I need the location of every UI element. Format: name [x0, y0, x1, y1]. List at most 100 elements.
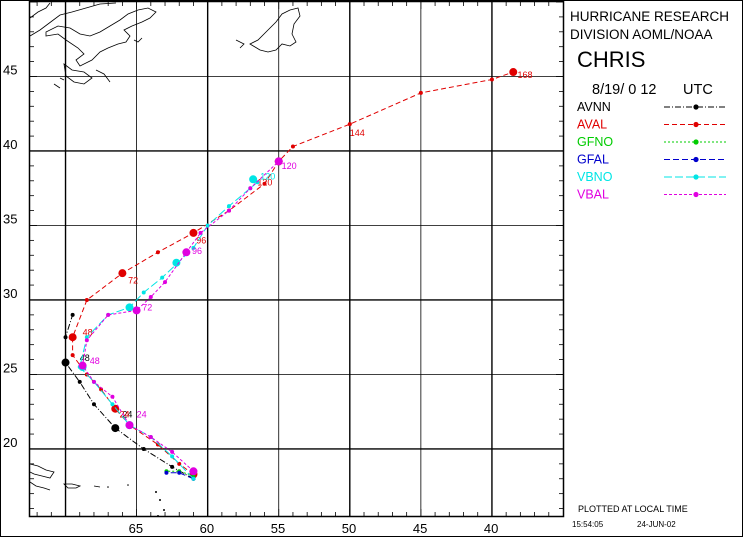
track-point: [262, 181, 267, 186]
track-point: [84, 338, 89, 343]
track-point: [110, 394, 115, 399]
track-point: [248, 186, 253, 191]
track-position-marker: [189, 228, 198, 237]
track-position-marker: [111, 424, 120, 433]
forecast-hour-label: 72: [142, 302, 152, 312]
forecast-hour-label: 72: [128, 276, 138, 286]
track-vbal: 24 48 72 96 120: [78, 157, 297, 476]
legend-marker: [693, 156, 699, 163]
forecast-hour-label: 144: [350, 128, 365, 138]
forecast-hour-label: 48: [80, 353, 90, 363]
track-position-marker: [118, 269, 127, 278]
legend-marker: [693, 174, 699, 180]
track-position-marker: [249, 175, 258, 184]
track-point: [155, 250, 160, 255]
track-point: [163, 280, 168, 285]
forecast-hour-label: 24: [137, 410, 147, 420]
legend-entry-vbno: VBNO: [577, 170, 726, 184]
legend: AVNN AVAL GFNO GFAL VBNO VBAL: [577, 100, 726, 202]
track-point: [191, 245, 196, 250]
forecast-hour-label: 48: [90, 356, 100, 366]
org-line-1: HURRICANE RESEARCH: [570, 9, 729, 24]
forecast-hour-label: 48: [83, 328, 93, 338]
track-point: [77, 379, 82, 384]
track-position-marker: [274, 157, 283, 166]
track-point: [84, 335, 89, 340]
track-position-marker: [125, 303, 134, 312]
legend-marker: [693, 139, 699, 145]
track-point: [170, 454, 175, 459]
track-position-marker: [509, 68, 518, 77]
track-point: [160, 275, 165, 280]
legend-marker: [693, 191, 699, 198]
plot-note: PLOTTED AT LOCAL TIME: [578, 504, 688, 514]
track-point: [63, 335, 68, 340]
track-point: [70, 353, 75, 358]
track-line: [82, 161, 280, 472]
forecast-hour-label: 120: [257, 177, 272, 187]
track-point: [106, 312, 111, 317]
track-point: [489, 77, 494, 82]
track-point: [418, 90, 423, 95]
lon-tick-label: 45: [413, 521, 427, 536]
track-position-marker: [172, 258, 181, 267]
plot-date: 24-JUN-02: [637, 520, 676, 529]
plot-time: 15:54:05: [572, 520, 604, 529]
track-position-marker: [189, 467, 198, 476]
track-point: [91, 379, 96, 384]
track-point: [91, 402, 96, 407]
track-position-marker: [61, 358, 70, 367]
track-point: [170, 449, 175, 454]
forecast-hour-label: 168: [518, 70, 533, 80]
track-point: [170, 464, 175, 469]
legend-label: GFNO: [577, 135, 613, 149]
track-position-marker: [182, 248, 191, 257]
legend-entry-avnn: AVNN: [577, 100, 726, 114]
track-position-marker: [78, 361, 87, 370]
forecast-hour-label: 24: [120, 410, 130, 420]
legend-entry-gfno: GFNO: [577, 135, 726, 149]
forecast-hour-label: 120: [260, 171, 275, 181]
legend-marker: [693, 104, 699, 110]
legend-label: AVNN: [577, 100, 611, 114]
track-point: [164, 470, 169, 475]
org-line-2: DIVISION AOML/NOAA: [570, 27, 713, 42]
track-line: [166, 472, 194, 480]
lon-tick-label: 50: [342, 521, 356, 536]
axis-ticks: 65 60 55 50 45 40 20 25 30 35 40 45: [3, 1, 563, 536]
track-point: [110, 402, 115, 407]
coastline-layer: [29, 2, 301, 491]
track-point: [70, 312, 75, 317]
legend-label: VBNO: [577, 170, 613, 184]
track-point: [347, 122, 352, 127]
track-point: [177, 470, 182, 475]
track-point: [198, 230, 203, 235]
lon-tick-label: 65: [129, 521, 143, 536]
track-point: [141, 446, 146, 451]
forecast-hour-label: 24: [122, 410, 132, 420]
lat-tick-label: 30: [3, 286, 17, 301]
track-point: [226, 208, 231, 213]
lat-tick-label: 35: [3, 211, 17, 226]
forecast-hour-label: 96: [196, 235, 206, 245]
track-point: [155, 442, 160, 447]
lat-tick-label: 45: [3, 62, 17, 77]
legend-entry-vbal: VBAL: [577, 188, 726, 202]
storm-name: CHRIS: [577, 47, 645, 72]
plot-frame: [28, 0, 565, 518]
forecast-date-time: 8/19/ 0 12: [592, 82, 657, 98]
legend-entry-gfal: GFAL: [577, 153, 726, 167]
legend-label: VBAL: [577, 188, 609, 202]
graticule: [30, 2, 563, 516]
lat-tick-label: 40: [3, 137, 17, 152]
legend-label: AVAL: [577, 118, 607, 132]
track-point: [141, 290, 146, 295]
track-position-marker: [132, 306, 141, 315]
track-point: [148, 435, 153, 440]
track-point: [226, 204, 231, 209]
lon-tick-label: 40: [484, 521, 498, 536]
track-point: [191, 476, 196, 481]
